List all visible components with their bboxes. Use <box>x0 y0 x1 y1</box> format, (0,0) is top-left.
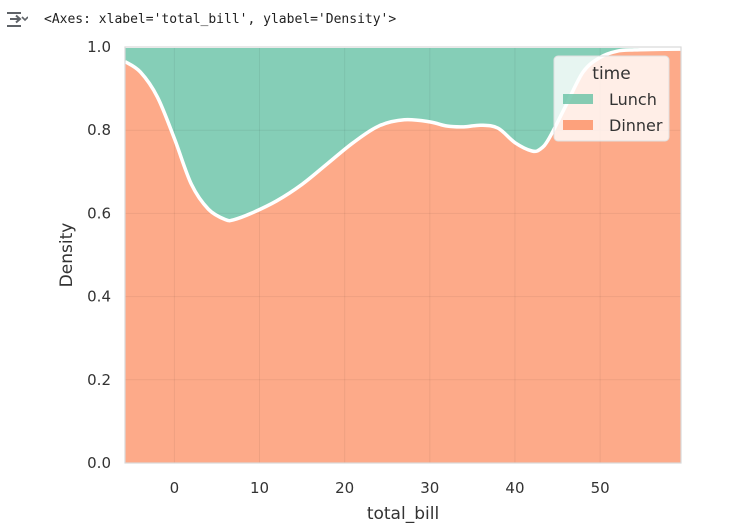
output-arrow-icon[interactable] <box>6 10 28 30</box>
legend-swatch-dinner <box>563 120 593 130</box>
legend-label-dinner: Dinner <box>609 116 663 135</box>
x-tick-label: 50 <box>591 479 610 497</box>
x-tick-label: 40 <box>505 479 524 497</box>
plot-frame <box>124 46 682 464</box>
legend: time Lunch Dinner <box>553 55 670 142</box>
axes: 0 10 20 30 40 50 0.0 0.2 0.4 0.6 0.8 1.0 total_bill D… <box>57 38 682 524</box>
y-tick-label: 0.8 <box>87 121 111 139</box>
x-tick-label: 0 <box>170 479 180 497</box>
y-tick-label: 0.0 <box>87 454 111 472</box>
cell-output-text: <Axes: xlabel='total_bill', ylabel='Dens… <box>44 12 397 27</box>
y-axis-label: Density <box>57 223 77 288</box>
area-series-lunch <box>125 47 681 221</box>
cell-output-row: <Axes: xlabel='total_bill', ylabel='Dens… <box>0 0 752 40</box>
legend-swatch-lunch <box>563 94 593 104</box>
legend-box <box>553 55 670 142</box>
legend-title: time <box>592 64 630 84</box>
y-tick-label: 0.6 <box>87 204 111 222</box>
y-tick-label: 0.2 <box>87 371 111 389</box>
y-tick-label: 0.4 <box>87 288 111 306</box>
y-tick-label: 1.0 <box>87 38 111 56</box>
legend-label-lunch: Lunch <box>609 90 657 109</box>
x-tick-label: 30 <box>420 479 439 497</box>
x-tick-label: 10 <box>250 479 269 497</box>
area-series-dinner <box>125 49 681 463</box>
x-axis-label: total_bill <box>367 504 439 524</box>
x-tick-label: 20 <box>335 479 354 497</box>
